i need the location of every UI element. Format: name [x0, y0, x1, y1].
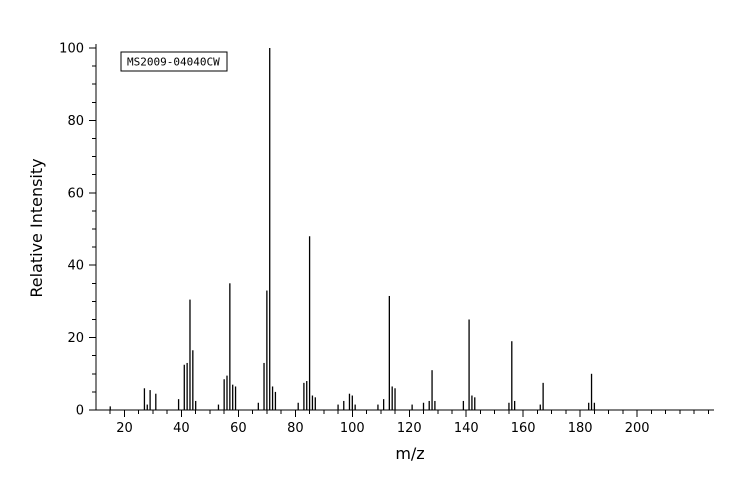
- tick-labels-group: 20 40 60 80 100 120 140 160 180 200 0 20 40 60 80 100: [59, 42, 649, 437]
- x-tick-label: 160: [511, 421, 536, 436]
- x-tick-label: 20: [116, 421, 133, 436]
- x-tick-label: 200: [625, 421, 650, 436]
- x-tick-label: 120: [397, 421, 422, 436]
- spectrum-id-label: MS2009-04040CW: [127, 56, 220, 69]
- x-tick-label: 80: [287, 421, 304, 436]
- x-tick-label: 40: [173, 421, 190, 436]
- axes-group: [95, 44, 714, 411]
- x-tick-label: 60: [230, 421, 247, 436]
- y-tick-label: 80: [67, 114, 84, 129]
- y-tick-label: 20: [67, 331, 84, 346]
- y-tick-label: 60: [67, 186, 84, 201]
- x-axis-label: m/z: [395, 444, 424, 463]
- x-tick-label: 180: [568, 421, 593, 436]
- x-tick-label: 140: [454, 421, 479, 436]
- ticks-group: [89, 47, 709, 417]
- y-axis-label: Relative Intensity: [27, 158, 46, 297]
- y-tick-label: 0: [76, 404, 84, 419]
- peaks-group: [109, 48, 596, 410]
- x-tick-label: 100: [340, 421, 365, 436]
- spectrum-id-box: [120, 51, 228, 72]
- y-tick-label: 100: [59, 42, 84, 57]
- y-tick-label: 40: [67, 259, 84, 274]
